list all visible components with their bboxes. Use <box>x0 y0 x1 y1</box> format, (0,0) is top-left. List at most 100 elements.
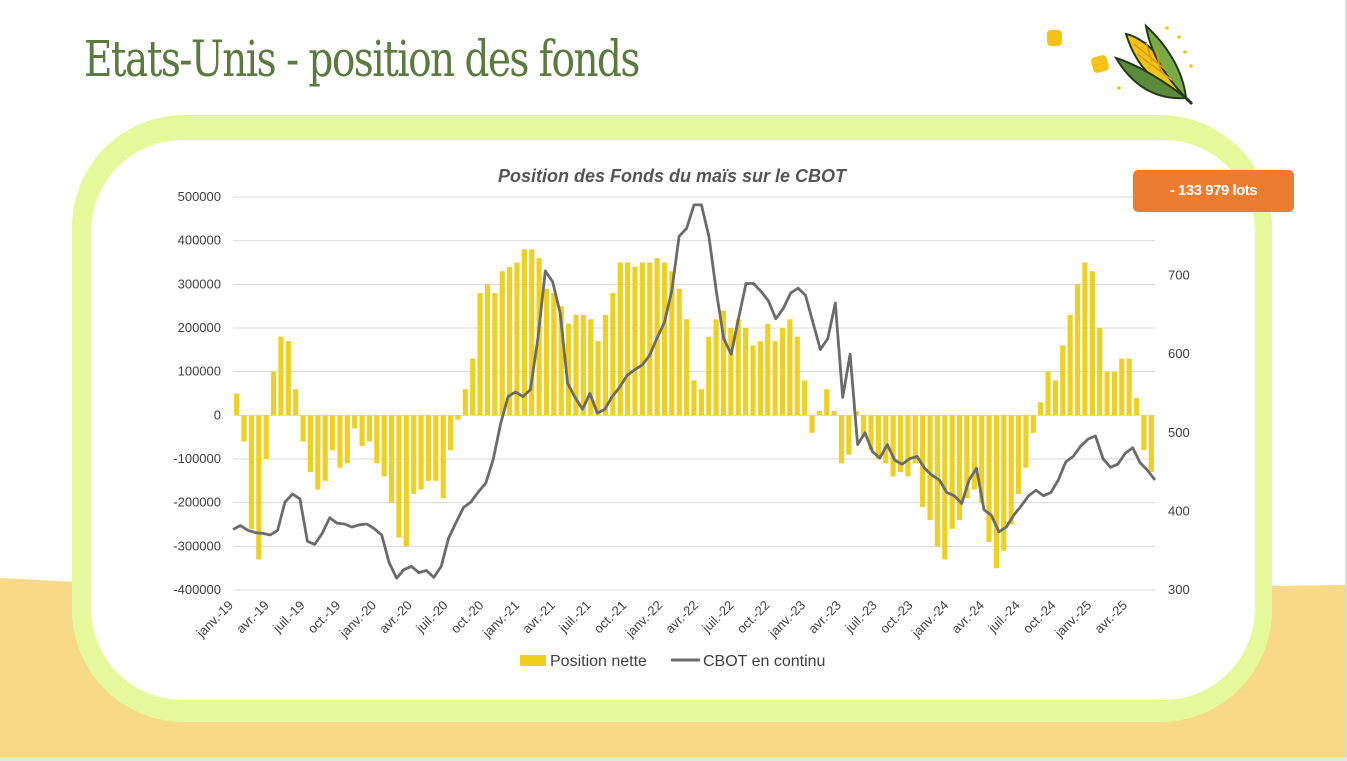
line-series <box>232 203 1157 580</box>
x-tick-label: avr.-24 <box>948 598 987 637</box>
bar <box>418 415 424 490</box>
cbot-line <box>232 203 1157 580</box>
y-right-tick-label: 300 <box>1168 582 1190 597</box>
bar <box>824 389 830 416</box>
bar <box>248 415 255 529</box>
x-tick-label: janv.-23 <box>765 598 808 641</box>
y-left-tick-label: 400000 <box>178 233 221 248</box>
bar <box>256 415 262 560</box>
bar <box>934 415 940 547</box>
bar <box>492 293 498 416</box>
bar <box>477 293 483 416</box>
bar <box>838 415 845 464</box>
chart-title: Position des Fonds du maïs sur le CBOT <box>498 166 848 186</box>
bar <box>912 415 918 464</box>
bar <box>1023 415 1029 468</box>
corn-kernel-icon <box>1165 26 1169 30</box>
bar <box>396 415 402 538</box>
bar <box>1119 358 1125 416</box>
bar <box>359 415 365 446</box>
bar <box>647 262 653 416</box>
bar <box>352 415 358 429</box>
x-tick-label: janv.-24 <box>908 598 951 641</box>
net-position-badge: - 133 979 lots <box>1133 170 1294 212</box>
x-tick-label: avr.-20 <box>376 598 415 637</box>
bar <box>499 271 505 416</box>
bar <box>1015 415 1022 494</box>
bar <box>580 314 586 416</box>
y-right-tick-label: 700 <box>1168 268 1190 283</box>
bar <box>448 415 454 451</box>
bar <box>971 415 977 490</box>
bar <box>1030 415 1036 433</box>
bar <box>484 284 491 416</box>
x-tick-label: avr.-22 <box>662 598 701 637</box>
bar <box>720 310 727 416</box>
bar <box>389 415 395 503</box>
bar <box>750 345 756 416</box>
bar <box>897 415 904 473</box>
bar <box>411 415 417 494</box>
y-left-tick-label: 300000 <box>178 276 221 291</box>
corn-kernel-icon <box>1047 30 1062 46</box>
x-tick-label: juil.-24 <box>984 598 1022 636</box>
bar <box>861 415 867 438</box>
corn-kernel-icon <box>1177 35 1181 39</box>
bar <box>964 415 970 499</box>
bar <box>905 415 911 477</box>
page-title: Etats-Unis - position des fonds <box>84 30 640 88</box>
bar <box>241 415 247 442</box>
corn-kernel-icon <box>1091 55 1109 73</box>
bar <box>433 415 439 481</box>
bar <box>374 415 380 464</box>
bar <box>661 262 668 416</box>
bar <box>307 415 314 473</box>
bar-series <box>234 249 1154 569</box>
bar <box>293 389 299 416</box>
slide-edge-bottom <box>0 757 1347 761</box>
bar <box>610 293 616 416</box>
bar <box>706 336 712 416</box>
x-tick-label: juil.-19 <box>269 598 307 636</box>
bar <box>1052 380 1059 416</box>
bar <box>883 415 889 464</box>
bar <box>698 389 704 416</box>
x-tick-label: juil.-22 <box>698 598 736 636</box>
x-tick-label: juil.-21 <box>555 598 593 636</box>
bar <box>787 319 793 416</box>
bar <box>566 323 572 416</box>
bar <box>285 341 291 416</box>
bar <box>462 389 468 416</box>
legend-swatch-position-nette <box>520 655 546 666</box>
bar <box>440 415 446 499</box>
bar <box>1067 314 1073 416</box>
bar <box>455 415 461 420</box>
bar <box>875 415 881 459</box>
x-tick-label: janv.-21 <box>479 598 522 641</box>
bar <box>470 358 476 416</box>
corn-kernel-icon <box>1117 86 1121 90</box>
y-axis-right: 800700600500400300 <box>1168 189 1190 597</box>
bar <box>278 336 284 416</box>
bar <box>1089 271 1095 416</box>
bar <box>1045 371 1051 416</box>
y-left-tick-label: -200000 <box>173 495 221 510</box>
x-tick-label: avr.-25 <box>1091 598 1130 637</box>
bar <box>728 328 734 416</box>
x-tick-label: janv.-25 <box>1051 598 1094 641</box>
bar <box>802 380 808 416</box>
bar <box>329 415 336 451</box>
bar <box>794 336 800 416</box>
bar <box>263 415 269 459</box>
y-left-tick-label: -300000 <box>173 538 221 553</box>
bar <box>1126 358 1132 416</box>
bar <box>1038 402 1044 416</box>
legend: Position nette CBOT en continu <box>520 653 825 670</box>
bar <box>1001 415 1007 551</box>
chart-panel <box>91 140 1255 700</box>
bar <box>551 293 557 416</box>
y-left-tick-label: 100000 <box>178 364 221 379</box>
y-left-tick-label: 0 <box>214 407 221 422</box>
